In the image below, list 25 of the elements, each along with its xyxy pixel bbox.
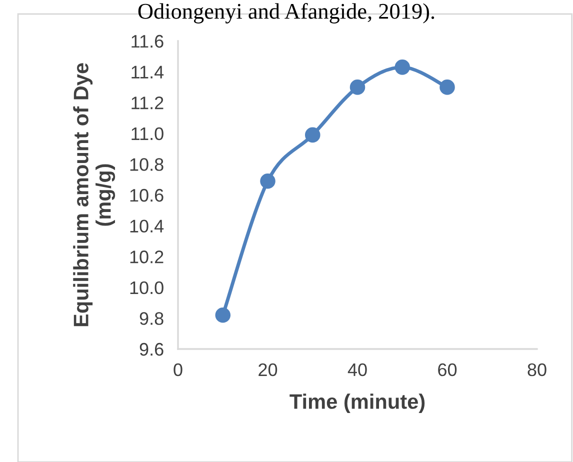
y-tick-label: 11.4 bbox=[132, 66, 164, 78]
text: Odiongenyi and Afangide, 2019). bbox=[138, 3, 434, 24]
point bbox=[440, 80, 455, 95]
y-tick-label: 11.0 bbox=[132, 127, 164, 140]
x-tick-label: 60 bbox=[438, 363, 457, 376]
y-tick-label: 10.2 bbox=[130, 250, 164, 264]
point bbox=[215, 307, 231, 323]
x-tick-label: 40 bbox=[348, 363, 367, 376]
point bbox=[350, 80, 366, 95]
y-tick-label: 11.2 bbox=[132, 96, 164, 110]
y-tick-label: 10.4 bbox=[130, 220, 164, 233]
point bbox=[260, 174, 276, 189]
x-tick-label: 20 bbox=[258, 363, 278, 376]
point bbox=[394, 60, 410, 75]
y-tick-label: 9.6 bbox=[140, 342, 164, 356]
point bbox=[304, 127, 320, 143]
y-tick-label: 10.8 bbox=[130, 158, 164, 171]
y-axis-title: Equilibrium amount of Dye (mg/g) bbox=[73, 63, 116, 326]
y-tick-label: 11.6 bbox=[132, 34, 164, 48]
x-tick-label: 80 bbox=[528, 363, 546, 376]
y-tick-label: 9.8 bbox=[140, 312, 164, 325]
x-axis-title: Time (minute) bbox=[290, 394, 425, 414]
y-tick-label: 10.0 bbox=[130, 281, 164, 294]
x-tick-label: 0 bbox=[174, 363, 182, 376]
y-tick-label: 10.6 bbox=[130, 188, 164, 202]
